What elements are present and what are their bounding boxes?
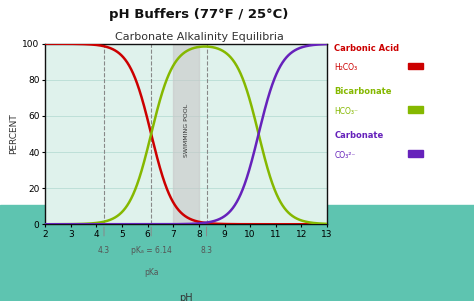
Bar xyxy=(173,44,199,224)
Y-axis label: PERCENT: PERCENT xyxy=(9,113,18,154)
Text: Carbonate: Carbonate xyxy=(334,131,383,140)
Text: 4.3: 4.3 xyxy=(98,246,110,255)
Text: pH Buffers (77°F / 25°C): pH Buffers (77°F / 25°C) xyxy=(109,8,289,20)
Text: SWIMMING POOL: SWIMMING POOL xyxy=(183,104,189,157)
Text: pH: pH xyxy=(179,293,193,301)
Text: Bicarbonate: Bicarbonate xyxy=(334,87,392,96)
Text: Carbonic Acid: Carbonic Acid xyxy=(334,44,399,53)
Text: CO₃²⁻: CO₃²⁻ xyxy=(334,150,356,160)
Text: Carbonate Alkalinity Equilibria: Carbonate Alkalinity Equilibria xyxy=(115,32,283,42)
Text: pKₐ = 6.14: pKₐ = 6.14 xyxy=(131,246,172,255)
Text: 8.3: 8.3 xyxy=(201,246,212,255)
Text: HCO₃⁻: HCO₃⁻ xyxy=(334,107,358,116)
Text: pKa: pKa xyxy=(144,268,158,277)
Text: H₂CO₃: H₂CO₃ xyxy=(334,63,357,72)
